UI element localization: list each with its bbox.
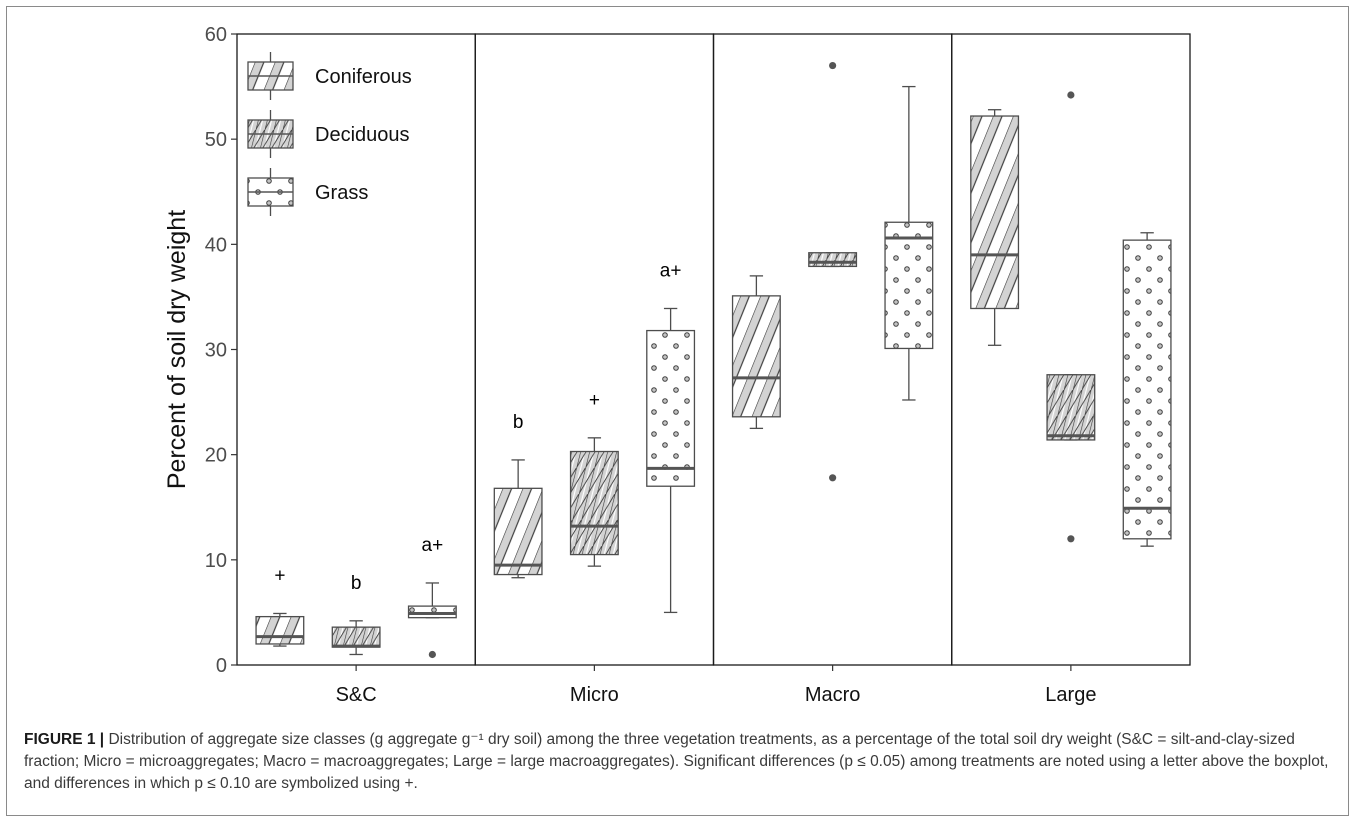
y-tick-label: 20 (205, 445, 227, 467)
y-tick-label: 60 (205, 24, 227, 46)
x-tick-label: Micro (570, 684, 619, 706)
box (1046, 374, 1096, 441)
outlier-point (1067, 535, 1075, 543)
box (646, 329, 696, 487)
box (569, 450, 619, 556)
box (331, 626, 381, 648)
significance-label: a+ (660, 260, 682, 281)
box (255, 615, 305, 645)
y-tick-label: 30 (205, 340, 227, 362)
caption-text: Distribution of aggregate size classes (… (24, 731, 1329, 792)
significance-label: b (513, 412, 524, 433)
box (884, 221, 934, 350)
legend-label: Deciduous (315, 124, 410, 146)
box (1122, 239, 1172, 540)
y-tick-label: 50 (205, 129, 227, 151)
figure-caption: FIGURE 1 | Distribution of aggregate siz… (24, 729, 1336, 795)
y-axis-title: Percent of soil dry weight (163, 210, 191, 489)
significance-label: + (589, 390, 600, 411)
outlier-point (829, 474, 837, 482)
y-tick-label: 10 (205, 550, 227, 572)
x-tick-label: Macro (805, 684, 861, 706)
caption-label: FIGURE 1 | (24, 731, 105, 748)
y-tick-label: 40 (205, 234, 227, 256)
box (970, 115, 1020, 310)
significance-label: + (274, 565, 285, 586)
box (407, 605, 457, 619)
significance-label: a+ (422, 535, 444, 556)
x-tick-label: Large (1045, 684, 1096, 706)
legend-label: Coniferous (315, 66, 412, 88)
box (493, 487, 543, 576)
box (731, 295, 781, 418)
outlier-point (829, 61, 837, 70)
outlier-point (1067, 91, 1075, 99)
x-tick-label: S&C (336, 684, 377, 706)
boxplot-chart: 0 10 20 30 40 50 60 Percent of soil dry weight S… (163, 24, 1191, 706)
y-tick-label: 0 (216, 655, 227, 677)
outlier-point (428, 650, 436, 659)
significance-label: b (351, 573, 362, 594)
figure-frame (6, 6, 1349, 816)
legend-label: Grass (315, 182, 368, 204)
box (808, 252, 858, 268)
